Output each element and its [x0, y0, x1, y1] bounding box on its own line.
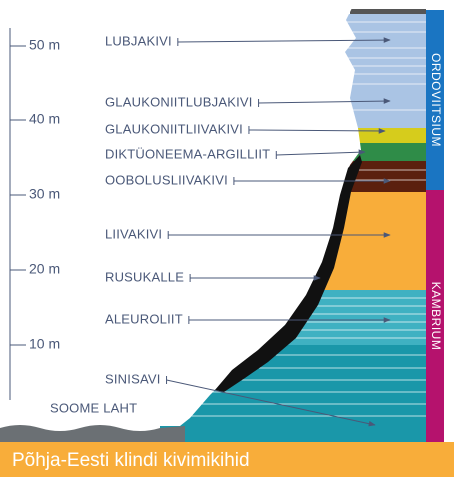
layer-label: GLAUKONIITLIIVAKIVI	[105, 121, 243, 136]
diagram: ORDOVIITSIUM KAMBRIUM 50 m 40 m 30 m 20 m 10…	[0, 0, 454, 477]
scale-label: 50 m	[29, 37, 60, 53]
scale-label: 10 m	[29, 336, 60, 352]
period-label: ORDOVIITSIUM	[429, 53, 443, 147]
sea	[0, 425, 185, 442]
scale-label: 20 m	[29, 261, 60, 277]
scale-label: 30 m	[29, 186, 60, 202]
layer-label: GLAUKONIITLUBJAKIVI	[105, 94, 253, 109]
title: Põhja-Eesti klindi kivimikihid	[12, 450, 250, 471]
layer-label: RUSUKALLE	[105, 269, 184, 284]
layer-label: LUBJAKIVI	[105, 33, 172, 48]
layer-label: DIKTÜONEEMA-ARGILLIIT	[105, 146, 270, 161]
layer-label: SINISAVI	[105, 371, 161, 386]
layer-label: OOBOLUSLIIVAKIVI	[105, 172, 228, 187]
scale-label: 40 m	[29, 111, 60, 127]
top-soil	[350, 9, 426, 14]
layer-label: LIIVAKIVI	[105, 226, 162, 241]
period-label: KAMBRIUM	[429, 282, 443, 351]
sea-label: SOOME LAHT	[50, 400, 137, 415]
layer-label: ALEUROLIIT	[105, 311, 183, 326]
